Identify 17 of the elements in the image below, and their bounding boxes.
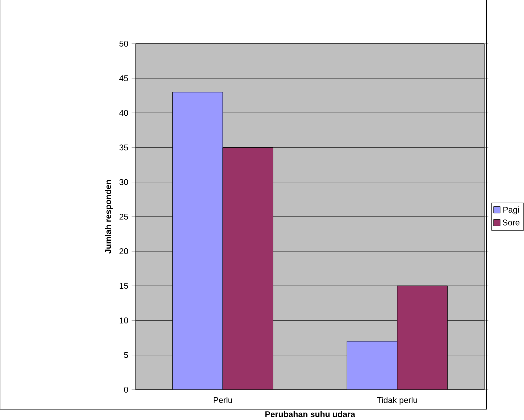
x-tick-label: Tidak perlu bbox=[377, 396, 418, 405]
legend-label: Pagi bbox=[504, 206, 520, 214]
y-tick-label: 45 bbox=[120, 75, 128, 82]
y-axis-title: Jumlah responden bbox=[105, 180, 113, 254]
y-tick-label: 15 bbox=[120, 282, 128, 289]
x-axis-title: Perubahan suhu udara bbox=[266, 411, 356, 418]
x-tick-label: Perlu bbox=[214, 396, 232, 404]
y-tick-label: 40 bbox=[120, 110, 128, 116]
y-tick-label: 30 bbox=[120, 179, 128, 186]
y-tick-label: 25 bbox=[120, 214, 128, 220]
y-tick-label: 50 bbox=[120, 40, 128, 47]
y-tick-label: 20 bbox=[120, 248, 128, 254]
y-tick-label: 35 bbox=[120, 144, 128, 150]
y-tick-label: 0 bbox=[124, 386, 128, 393]
y-tick-label: 5 bbox=[124, 352, 128, 358]
y-tick-label: 10 bbox=[120, 318, 128, 324]
legend-label: Sore bbox=[502, 220, 520, 226]
